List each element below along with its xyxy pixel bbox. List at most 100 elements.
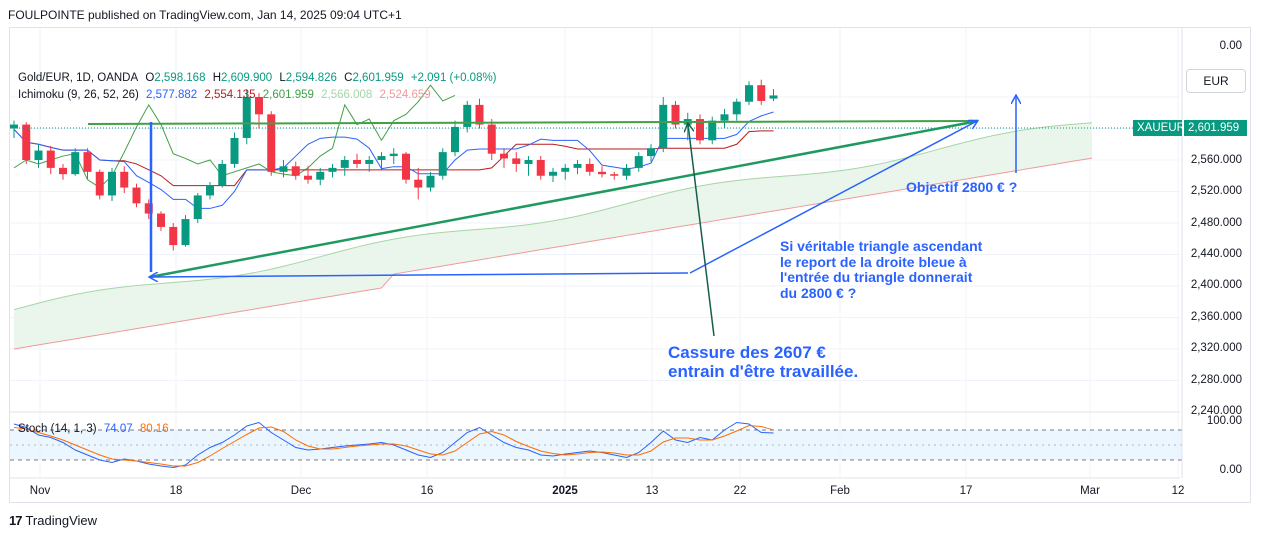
candle-body — [95, 171, 104, 196]
stoch-tick-label: 0.00 — [1220, 464, 1242, 476]
senkou-span-a — [13, 122, 1093, 311]
stochastic-pane — [10, 411, 1182, 469]
candle-body — [610, 174, 619, 176]
candle-body — [157, 213, 165, 227]
time-tick-label: 16 — [421, 485, 434, 497]
candle-body — [622, 167, 631, 176]
price-tick-label: 0.00 — [1220, 40, 1242, 52]
candle-body — [659, 104, 668, 149]
stoch-band — [10, 430, 1182, 460]
candlestick-series — [10, 79, 778, 251]
candle-body — [340, 160, 349, 168]
tenkan-sen — [13, 111, 774, 209]
candle-body — [487, 124, 496, 154]
ichimoku-label: Ichimoku (9, 26, 52, 26) — [18, 89, 139, 101]
ichimoku-cloud — [13, 122, 1093, 350]
ichimoku-lines — [13, 84, 774, 209]
time-axis: Nov 18 Dec 16 2025 13 22 Feb 17 Mar 12 — [10, 477, 1184, 497]
triangle-note: Si véritable triangle ascendant le repor… — [780, 238, 983, 302]
symbol-name: Gold/EUR, 1D, OANDA — [18, 72, 139, 84]
ohlc-high: H2,609.900 — [212, 72, 273, 84]
candle-body — [267, 114, 276, 172]
projection-arrow — [150, 273, 689, 277]
price-tick-label: 2,280.000 — [1191, 374, 1242, 386]
ohlc-open: O2,598.168 — [145, 72, 206, 84]
candle-body — [757, 85, 766, 101]
price-tick-label: 2,400.000 — [1191, 279, 1242, 291]
candle-body — [745, 85, 753, 102]
candle-body — [230, 137, 239, 164]
stoch-tick-label: 100.00 — [1207, 415, 1242, 427]
chikou-value: 2,601.959 — [262, 89, 314, 101]
tradingview-brand[interactable]: 17 TradingView — [9, 513, 97, 528]
stoch-d-value: 80.16 — [139, 423, 169, 435]
candle-body — [206, 185, 214, 196]
candle-body — [463, 104, 472, 127]
tradingview-logo-icon: 17 — [9, 513, 23, 528]
stoch-k-value: 74.07 — [103, 423, 133, 435]
candle-body — [193, 195, 202, 220]
candle-body — [279, 166, 288, 172]
time-tick-label: 13 — [646, 485, 659, 497]
candle-body — [34, 150, 43, 160]
candle-body — [83, 152, 92, 172]
candle-body — [353, 160, 361, 164]
candle-body — [132, 187, 141, 204]
candle-body — [71, 152, 80, 175]
time-tick-label: Feb — [830, 485, 850, 497]
candle-body — [561, 167, 570, 172]
candle-body — [402, 153, 410, 180]
ohlc-low: L2,594.826 — [279, 72, 337, 84]
time-tick-label: 22 — [734, 485, 747, 497]
candle-body — [708, 120, 717, 141]
price-tick-label: 2,320.000 — [1191, 342, 1242, 354]
candle-body — [169, 226, 178, 246]
chart-frame — [9, 27, 1251, 503]
candle-body — [389, 153, 398, 157]
candle-body — [144, 203, 153, 214]
candle-body — [181, 219, 190, 246]
stoch-label: Stoch (14, 1, 3) — [18, 423, 97, 435]
ichimoku-legend: Ichimoku (9, 26, 52, 26) 2,577.882 2,554… — [18, 89, 435, 101]
stoch-d-line — [13, 424, 774, 467]
candle-body — [291, 166, 300, 176]
brand-name: TradingView — [25, 513, 98, 528]
candle-body — [720, 114, 729, 121]
candle-body — [377, 156, 386, 160]
candle-body — [475, 104, 484, 125]
currency-button[interactable]: EUR — [1186, 69, 1246, 93]
objectif-note: Objectif 2800 € ? — [906, 179, 1018, 195]
time-tick-label: Dec — [291, 485, 312, 497]
candle-body — [328, 167, 337, 172]
candle-body — [671, 104, 680, 125]
candle-body — [585, 163, 594, 172]
candle-body — [634, 156, 643, 168]
candle-body — [500, 153, 508, 159]
candle-body — [10, 124, 18, 129]
candle-body — [22, 124, 31, 160]
candle-body — [120, 171, 129, 188]
time-tick-label: Nov — [30, 485, 51, 497]
publish-line: FOULPOINTE published on TradingView.com,… — [8, 8, 402, 22]
candle-body — [304, 175, 312, 180]
ascending-support-line — [149, 119, 979, 279]
candle-body — [255, 97, 263, 115]
price-tick-label: 2,480.000 — [1191, 217, 1242, 229]
candle-body — [598, 171, 606, 175]
projection-diagonal — [689, 121, 977, 274]
candle-body — [46, 150, 55, 168]
candle-body — [573, 163, 582, 168]
candle-body — [549, 171, 557, 176]
candle-body — [536, 160, 545, 176]
candle-body — [524, 160, 533, 164]
time-tick-label: Mar — [1080, 485, 1100, 497]
price-axis: 0.00 2,560.000 2,520.000 2,480.000 2,440.000… — [1181, 28, 1242, 478]
kijun-value: 2,554.135 — [204, 89, 256, 101]
price-change: +2.091 (+0.08%) — [410, 72, 497, 84]
price-tick-label: 2,440.000 — [1191, 248, 1242, 260]
candle-body — [365, 160, 374, 164]
candle-body — [451, 126, 459, 153]
kijun-sen — [13, 128, 774, 187]
candle-body — [218, 163, 227, 186]
